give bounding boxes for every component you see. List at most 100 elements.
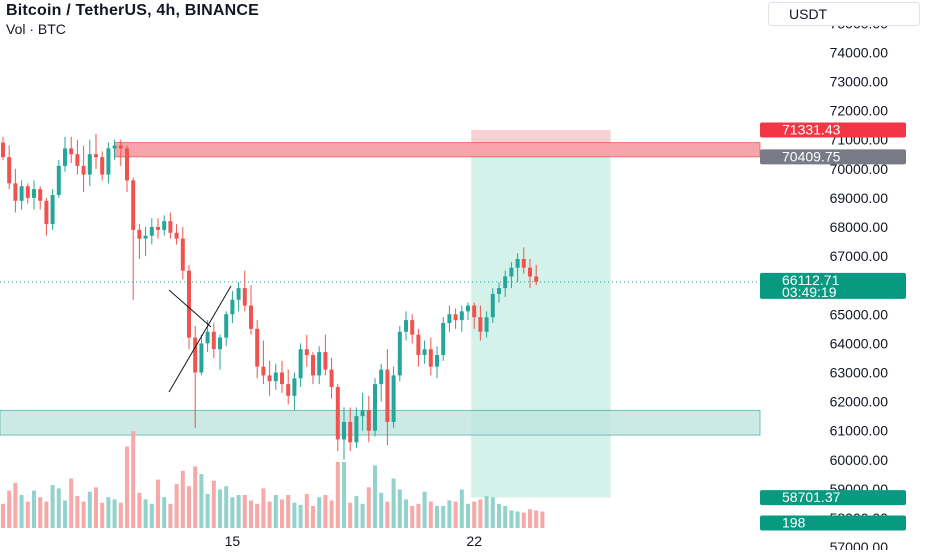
- candle-body: [75, 154, 80, 166]
- volume-bar: [466, 503, 470, 528]
- volume-bar: [435, 506, 439, 528]
- price-tick-label: 63000.00: [830, 364, 889, 380]
- volume-bar: [304, 493, 309, 528]
- price-tick-label: 74000.00: [830, 44, 889, 60]
- candle-body: [7, 157, 12, 184]
- volume-bar: [540, 511, 545, 528]
- price-label-tag: [760, 490, 906, 506]
- candle-body: [187, 270, 191, 338]
- volume-bar: [32, 490, 36, 528]
- candle-body: [168, 221, 173, 233]
- price-tick-label: 73000.00: [830, 73, 889, 89]
- volume-bar: [453, 501, 458, 528]
- candle-body: [44, 200, 49, 225]
- volume-bar: [391, 478, 396, 528]
- volume-bar: [94, 487, 98, 528]
- volume-bar: [236, 495, 241, 528]
- volume-bar: [249, 500, 253, 528]
- volume-bar: [149, 503, 154, 528]
- volume-bar: [255, 503, 260, 528]
- price-tick-label: 62000.00: [830, 394, 889, 410]
- price-tick-label: 60000.00: [830, 452, 889, 468]
- candle-body: [317, 352, 322, 376]
- support-zone: [0, 409, 761, 436]
- price-tick-label: 64000.00: [830, 335, 889, 351]
- candle-body: [385, 369, 390, 422]
- candle-body: [379, 369, 384, 385]
- candle-body: [63, 148, 67, 166]
- zones-layer: [0, 130, 761, 498]
- candle-body: [453, 314, 458, 321]
- price-label-text: 58701.37: [782, 489, 841, 505]
- volume-bar: [428, 501, 433, 528]
- volume-bar: [335, 462, 340, 528]
- volume-bar: [7, 490, 12, 528]
- volume-bar: [205, 493, 210, 528]
- candle-body: [13, 183, 18, 201]
- volume-bar: [118, 502, 123, 528]
- candle-body: [273, 372, 278, 382]
- symbol-title: Bitcoin / TetherUS, 4h, BINANCE: [6, 2, 260, 19]
- volume-bar: [503, 506, 508, 528]
- candle-body: [19, 186, 24, 201]
- volume-bar: [174, 484, 179, 528]
- candle-body: [459, 311, 464, 321]
- candle-body: [329, 369, 334, 388]
- candle-body: [94, 154, 98, 158]
- volume-bar: [416, 503, 421, 528]
- volume-bar: [168, 503, 173, 528]
- candle-body: [255, 328, 260, 367]
- volume-bar: [69, 478, 74, 528]
- volume-bar: [187, 486, 191, 528]
- volume-bar: [63, 500, 67, 528]
- candle-body: [366, 410, 371, 431]
- candle-body: [118, 145, 123, 149]
- candle-body: [497, 288, 501, 294]
- candle-body: [435, 355, 439, 367]
- candle-body: [261, 366, 266, 376]
- volume-bar: [56, 488, 61, 528]
- candle-body: [354, 416, 359, 443]
- volume-bar: [38, 497, 43, 528]
- price-label-text: 66112.71: [782, 272, 840, 288]
- candle-body: [249, 305, 253, 329]
- candle-body: [205, 331, 210, 344]
- candle-body: [25, 186, 30, 198]
- candle-body: [509, 267, 514, 277]
- candle-body: [534, 276, 539, 282]
- volume-bar: [497, 503, 501, 528]
- time-tick-label: 15: [225, 533, 241, 549]
- long-position-stop-area: [471, 156, 611, 498]
- volume-bar: [298, 504, 303, 528]
- candle-body: [515, 258, 520, 268]
- candle-body: [56, 165, 61, 195]
- candle-body: [286, 384, 291, 396]
- volume-bar: [242, 495, 247, 528]
- price-tick-label: 69000.00: [830, 190, 889, 206]
- volume-bar: [441, 506, 446, 528]
- volume-bar: [521, 512, 526, 528]
- candle-body: [267, 375, 272, 382]
- candle-body: [503, 276, 508, 289]
- volume-bar: [100, 502, 105, 528]
- candle-body: [360, 410, 365, 417]
- volume-bar: [75, 496, 80, 528]
- candle-body: [311, 355, 315, 376]
- volume-bar: [342, 462, 346, 528]
- drawings-layer: [168, 285, 232, 393]
- candle-body: [484, 317, 489, 332]
- volume-bar: [224, 486, 229, 528]
- candle-body: [342, 421, 346, 440]
- candle-body: [224, 314, 229, 338]
- price-label-text: 198: [782, 515, 806, 531]
- resistance-zone: [114, 142, 761, 158]
- price-label-text: 71331.43: [782, 122, 841, 138]
- candle-body: [230, 299, 235, 315]
- currency-button[interactable]: USDT: [768, 2, 920, 26]
- candle-body: [81, 165, 86, 175]
- volume-bar: [329, 500, 334, 528]
- candle-body: [410, 320, 415, 335]
- candles-layer: [1, 133, 539, 460]
